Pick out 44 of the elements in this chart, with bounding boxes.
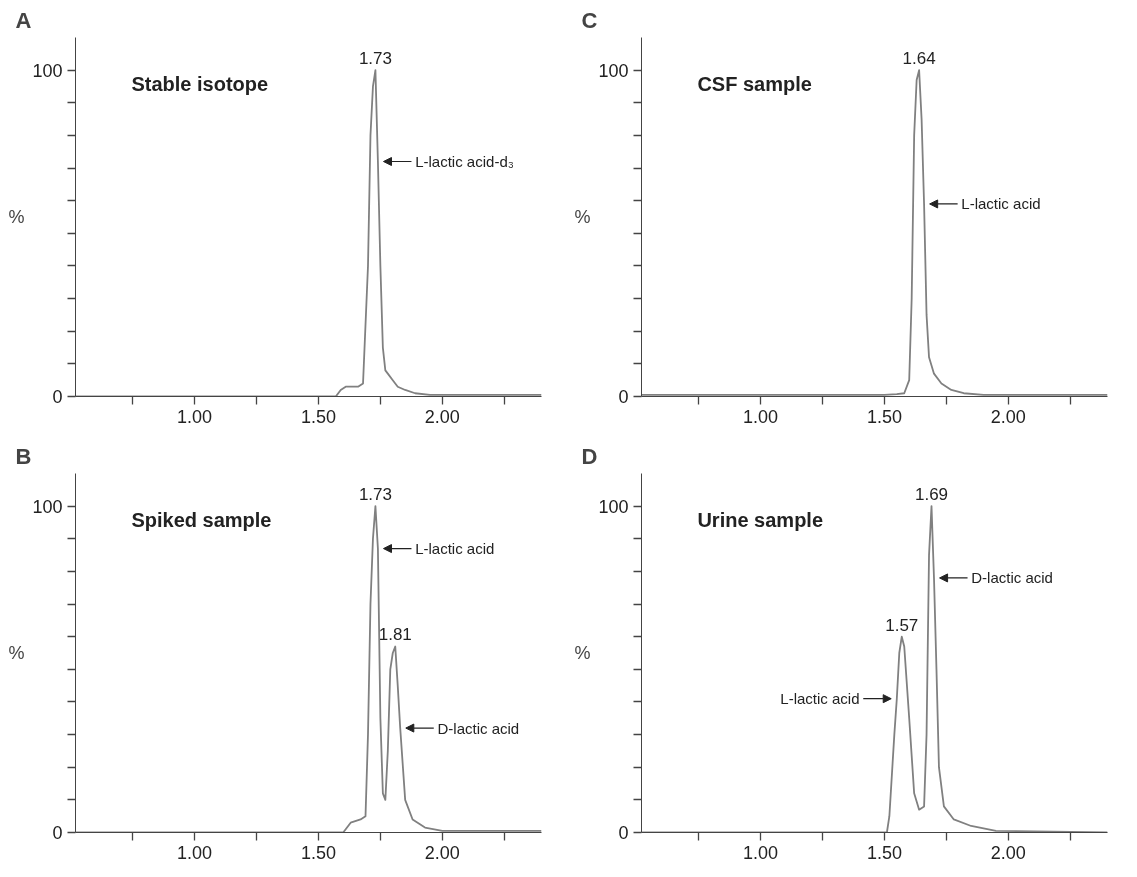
x-tick-label: 2.00 xyxy=(424,842,460,863)
y-axis-title: % xyxy=(8,207,25,227)
x-tick-label: 1.50 xyxy=(300,406,336,427)
x-tick-label: 1.50 xyxy=(866,842,902,863)
annotation: L-lactic acid xyxy=(415,540,495,558)
annotation: L-lactic acid-d₃ xyxy=(415,153,514,171)
annotation: L-lactic acid xyxy=(780,690,860,708)
chart-title: B xyxy=(15,443,32,469)
text: Spiked sample xyxy=(131,508,272,531)
x-tick-label: 1.50 xyxy=(300,842,336,863)
x-tick-label: 1.00 xyxy=(742,406,779,427)
y-tick-label: 0 xyxy=(618,823,629,843)
annotation: 1.64 xyxy=(902,49,936,69)
x-tick-label: 2.00 xyxy=(424,406,460,427)
y-tick-label: 100 xyxy=(598,496,629,517)
text: Stable isotope xyxy=(131,72,269,95)
annotation: 1.73 xyxy=(358,485,392,505)
y-tick-label: 100 xyxy=(598,60,629,81)
x-tick-label: 2.00 xyxy=(990,406,1026,427)
annotation: L-lactic acid xyxy=(961,195,1041,213)
text: Urine sample xyxy=(697,508,824,531)
y-tick-label: 100 xyxy=(32,496,63,517)
x-tick-label: 1.00 xyxy=(176,842,213,863)
text: CSF sample xyxy=(697,72,812,95)
annotation: 1.69 xyxy=(914,485,949,505)
chart-title: D xyxy=(581,443,598,469)
y-tick-label: 0 xyxy=(618,387,629,407)
x-tick-label: 2.00 xyxy=(990,842,1026,863)
annotation: D-lactic acid xyxy=(437,719,520,737)
x-tick-label: 1.00 xyxy=(176,406,213,427)
annotation: 1.81 xyxy=(378,625,412,645)
annotation: 1.73 xyxy=(358,49,392,69)
y-tick-label: 0 xyxy=(52,387,63,407)
x-tick-label: 1.00 xyxy=(742,842,779,863)
y-axis-title: % xyxy=(574,207,591,227)
annotation: D-lactic acid xyxy=(971,569,1053,587)
annotation: 1.57 xyxy=(885,615,919,635)
y-tick-label: 0 xyxy=(52,823,63,843)
chart-title: C xyxy=(581,7,598,33)
y-axis-title: % xyxy=(8,643,25,663)
y-axis-title: % xyxy=(574,643,591,663)
y-tick-label: 100 xyxy=(32,60,63,81)
x-tick-label: 1.50 xyxy=(866,406,902,427)
chart-title: A xyxy=(15,7,32,33)
